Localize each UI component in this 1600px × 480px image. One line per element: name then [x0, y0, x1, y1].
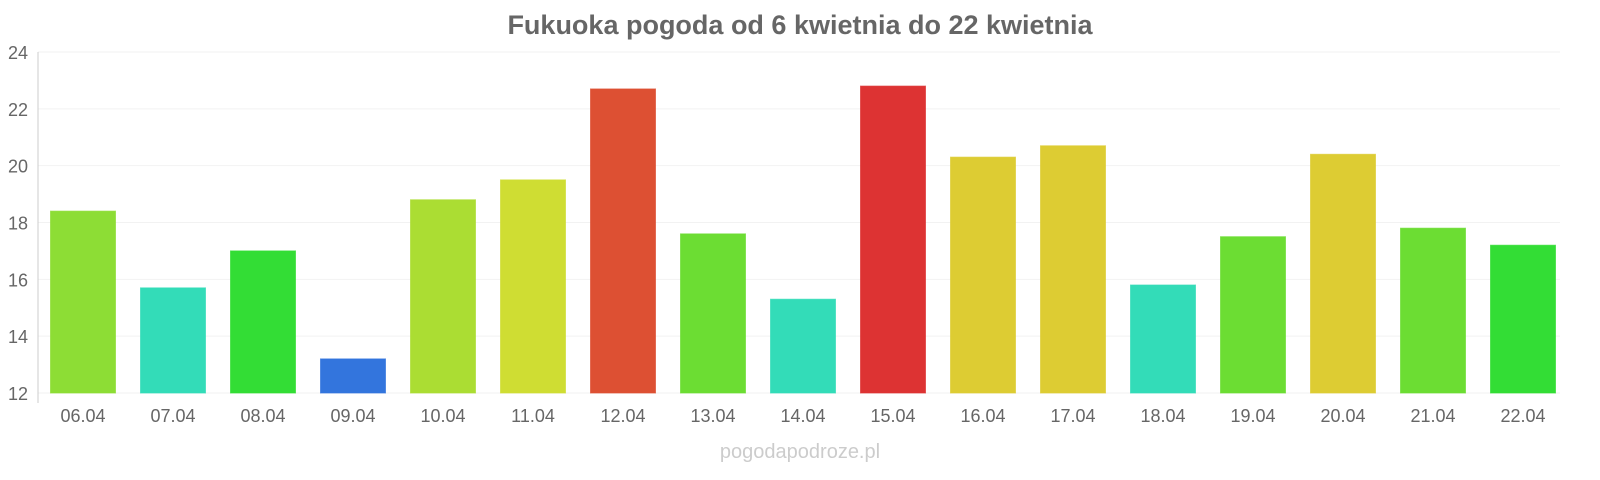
x-tick-label: 21.04	[1410, 406, 1455, 426]
bar	[1040, 145, 1106, 394]
x-tick-label: 15.04	[870, 406, 915, 426]
y-tick-label: 12	[8, 384, 28, 404]
x-tick-label: 14.04	[780, 406, 825, 426]
bar	[860, 85, 926, 394]
bar	[1490, 244, 1556, 394]
y-tick-label: 22	[8, 100, 28, 120]
bar	[680, 233, 746, 394]
chart-title: Fukuoka pogoda od 6 kwietnia do 22 kwiet…	[507, 10, 1093, 40]
bar	[1220, 236, 1286, 394]
x-tick-label: 07.04	[150, 406, 195, 426]
bar	[140, 287, 206, 394]
x-tick-label: 11.04	[511, 406, 555, 426]
y-tick-label: 24	[8, 43, 28, 63]
bar	[770, 298, 836, 394]
y-tick-label: 16	[8, 270, 28, 290]
bar	[950, 156, 1016, 394]
y-tick-label: 14	[8, 327, 28, 347]
bar	[230, 250, 296, 394]
x-tick-label: 13.04	[690, 406, 735, 426]
x-tick-label: 22.04	[1500, 406, 1545, 426]
x-tick-label: 10.04	[420, 406, 465, 426]
bar	[410, 199, 476, 394]
x-tick-label: 06.04	[60, 406, 105, 426]
x-tick-label: 20.04	[1320, 406, 1365, 426]
bar	[500, 179, 566, 394]
x-tick-label: 12.04	[600, 406, 645, 426]
bar	[50, 210, 116, 394]
bar	[1400, 227, 1466, 394]
bar	[1310, 153, 1376, 394]
source-credit: pogodapodroze.pl	[719, 441, 881, 463]
x-tick-label: 16.04	[960, 406, 1005, 426]
x-tick-label: 09.04	[330, 406, 375, 426]
bar	[590, 88, 656, 394]
x-tick-label: 17.04	[1050, 406, 1095, 426]
y-tick-label: 18	[8, 214, 28, 234]
x-tick-label: 19.04	[1230, 406, 1275, 426]
bar	[320, 358, 386, 394]
bar	[1130, 284, 1196, 394]
y-tick-label: 20	[8, 157, 28, 177]
x-tick-label: 08.04	[240, 406, 285, 426]
x-tick-label: 18.04	[1140, 406, 1185, 426]
